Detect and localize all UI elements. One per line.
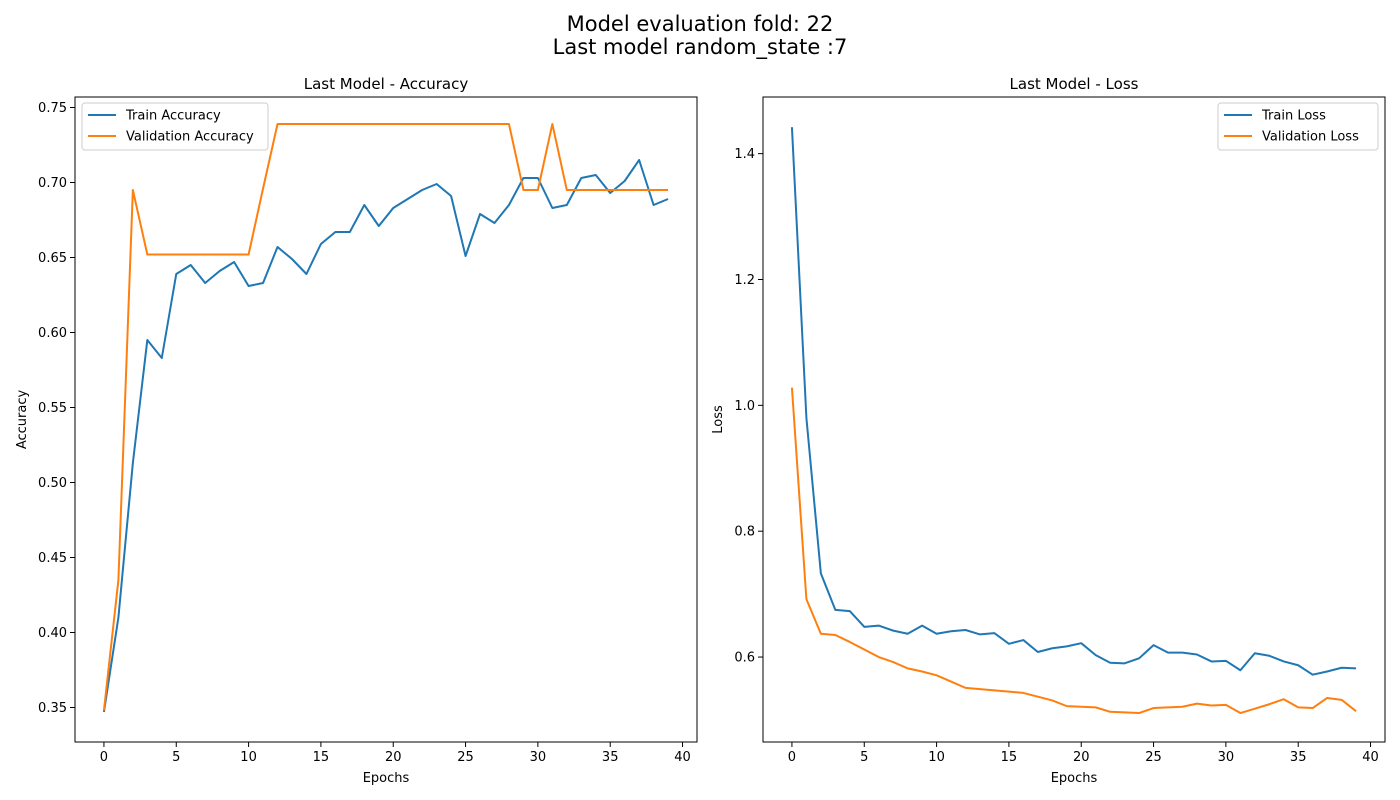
- accuracy-y-tick-label: 0.55: [38, 401, 67, 416]
- loss-chart: Last Model - Loss 0 5 10 15 20 25 30 35 40 0.6 0.8 1…: [711, 75, 1386, 786]
- accuracy-x-tick-label: 15: [313, 750, 330, 765]
- accuracy-legend-label: Validation Accuracy: [126, 130, 254, 145]
- loss-x-tick-label: 5: [860, 750, 868, 765]
- accuracy-legend-box: [81, 102, 269, 151]
- accuracy-x-tick-label: 30: [530, 750, 547, 765]
- accuracy-y-tick-label: 0.50: [38, 476, 67, 491]
- loss-y-tick-label: 1.2: [734, 273, 755, 288]
- accuracy-y-tick-label: 0.40: [38, 626, 67, 641]
- accuracy-series-train-line: [102, 159, 669, 713]
- accuracy-y-tick-label: 0.35: [38, 701, 67, 716]
- loss-x-tick-label: 15: [1001, 750, 1018, 765]
- accuracy-x-tick-label: 35: [602, 750, 619, 765]
- loss-x-axis-label: Epochs: [1051, 771, 1098, 786]
- loss-y-tick-label: 1.0: [734, 399, 755, 414]
- accuracy-chart: Last Model - Accuracy 0 5 10 15 20 25 30 35 40 0.3…: [15, 75, 698, 786]
- accuracy-y-tick-label: 0.75: [38, 101, 67, 116]
- loss-plot-frame: [762, 96, 1386, 743]
- accuracy-x-tick-label: 5: [172, 750, 180, 765]
- accuracy-y-axis-label: Accuracy: [15, 390, 30, 450]
- accuracy-series-validation-line: [102, 123, 669, 711]
- loss-x-tick-label: 10: [928, 750, 945, 765]
- accuracy-x-axis-label: Epochs: [363, 771, 410, 786]
- loss-x-tick-label: 30: [1218, 750, 1235, 765]
- loss-y-tick-label: 0.8: [734, 525, 755, 540]
- loss-legend: Train Loss Validation Loss: [1217, 102, 1379, 151]
- accuracy-x-tick-label: 20: [385, 750, 402, 765]
- accuracy-y-tick-label: 0.60: [38, 326, 67, 341]
- figure-title-line-1: Model evaluation fold: 22: [566, 12, 834, 36]
- accuracy-plot-frame: [74, 96, 698, 743]
- accuracy-y-tick-label: 0.70: [38, 176, 67, 191]
- loss-series-train-line: [790, 127, 1357, 676]
- accuracy-x-tick-label: 0: [100, 750, 108, 765]
- figure-title-line-2: Last model random_state :7: [552, 35, 848, 59]
- accuracy-y-tick-label: 0.65: [38, 251, 67, 266]
- accuracy-x-tick-label: 10: [240, 750, 257, 765]
- loss-x-tick-label: 0: [788, 750, 796, 765]
- accuracy-y-tick-label: 0.45: [38, 551, 67, 566]
- accuracy-legend-label: Train Accuracy: [125, 109, 221, 124]
- loss-x-tick-label: 40: [1362, 750, 1379, 765]
- accuracy-legend: Train Accuracy Validation Accuracy: [81, 102, 269, 151]
- loss-legend-label: Validation Loss: [1262, 130, 1359, 145]
- accuracy-chart-title: Last Model - Accuracy: [304, 75, 469, 93]
- loss-x-tick-label: 35: [1290, 750, 1307, 765]
- loss-chart-title: Last Model - Loss: [1010, 75, 1139, 93]
- loss-series-validation-line: [790, 387, 1357, 715]
- loss-y-axis-label: Loss: [711, 405, 726, 434]
- accuracy-x-tick-label: 25: [457, 750, 474, 765]
- loss-y-tick-label: 1.4: [734, 147, 755, 162]
- loss-y-tick-label: 0.6: [734, 651, 755, 666]
- loss-legend-box: [1217, 102, 1379, 151]
- loss-x-tick-label: 20: [1073, 750, 1090, 765]
- accuracy-x-tick-label: 40: [674, 750, 691, 765]
- loss-legend-label: Train Loss: [1261, 109, 1326, 124]
- loss-x-tick-label: 25: [1145, 750, 1162, 765]
